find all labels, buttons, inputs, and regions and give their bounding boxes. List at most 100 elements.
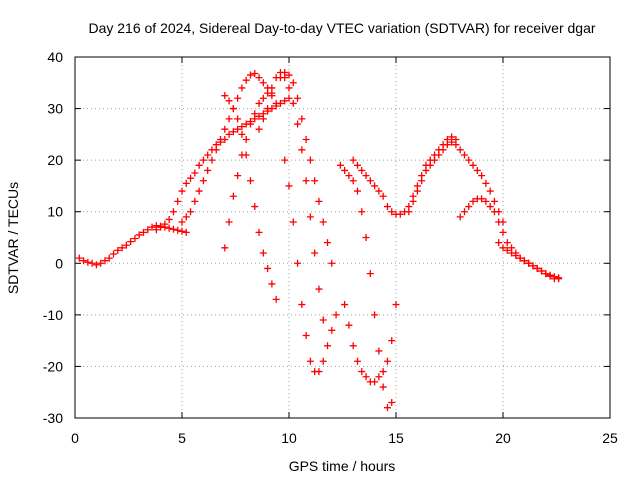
data-point [499, 244, 507, 252]
data-point [165, 224, 173, 232]
data-point [392, 301, 400, 309]
data-point [285, 84, 293, 92]
series-pass-4 [221, 92, 280, 303]
data-point [294, 94, 302, 102]
x-tick-label: 5 [178, 430, 186, 446]
data-point [229, 128, 237, 136]
data-point [319, 357, 327, 365]
data-point [469, 197, 477, 205]
data-point [396, 210, 404, 218]
data-point [383, 404, 391, 412]
data-point [225, 97, 233, 105]
data-point [272, 99, 280, 107]
series-pass-13 [456, 195, 563, 282]
data-point [255, 112, 263, 120]
plot-frame [74, 56, 611, 419]
data-point [191, 197, 199, 205]
data-point [478, 172, 486, 180]
data-point [127, 238, 135, 246]
data-point [495, 218, 503, 226]
data-point [195, 187, 203, 195]
y-tick-label: 20 [47, 152, 63, 168]
data-point [174, 226, 182, 234]
chart-title: Day 216 of 2024, Sidereal Day-to-day VTE… [88, 20, 595, 36]
x-tick-label: 20 [495, 430, 511, 446]
data-point [456, 213, 464, 221]
data-point [246, 177, 254, 185]
series-pass-12 [405, 138, 507, 226]
data-point [97, 259, 105, 267]
data-point [264, 105, 272, 113]
data-point [187, 174, 195, 182]
data-point [208, 156, 216, 164]
data-point [443, 141, 451, 149]
data-point [80, 257, 88, 265]
data-point [332, 311, 340, 319]
data-point [324, 342, 332, 350]
data-point [88, 259, 96, 267]
data-point [178, 218, 186, 226]
data-point [272, 295, 280, 303]
x-tick-label: 0 [71, 430, 79, 446]
data-point [161, 220, 169, 228]
data-point [512, 252, 520, 260]
data-point [324, 239, 332, 247]
data-point [478, 195, 486, 203]
data-point [328, 259, 336, 267]
series-pass-1 [75, 222, 190, 269]
data-point [242, 76, 250, 84]
x-axis-label: GPS time / hours [289, 458, 396, 474]
data-point [353, 357, 361, 365]
y-tick-label: 40 [47, 49, 63, 65]
data-point [349, 342, 357, 350]
data-point [375, 373, 383, 381]
data-point [533, 264, 541, 272]
y-tick-label: 10 [47, 204, 63, 220]
series-pass-6 [255, 68, 327, 324]
data-point [319, 218, 327, 226]
data-point [366, 270, 374, 278]
data-point [435, 151, 443, 159]
data-point [302, 136, 310, 144]
data-point [285, 94, 293, 102]
data-point [294, 259, 302, 267]
data-point [276, 74, 284, 82]
data-point [328, 326, 336, 334]
data-point [503, 239, 511, 247]
data-point [225, 218, 233, 226]
data-point [405, 208, 413, 216]
data-point [152, 226, 160, 234]
data-point [199, 156, 207, 164]
data-point [362, 373, 370, 381]
data-point [358, 368, 366, 376]
x-tick-labels: 0 5 10 15 20 25 [71, 430, 618, 446]
data-point [499, 228, 507, 236]
data-point [319, 316, 327, 324]
data-point [221, 92, 229, 100]
data-point [178, 187, 186, 195]
data-point [490, 208, 498, 216]
data-point [118, 244, 126, 252]
data-point [238, 84, 246, 92]
data-point [238, 123, 246, 131]
data-point [345, 321, 353, 329]
data-point [169, 225, 177, 233]
data-point [75, 254, 83, 262]
data-point [234, 172, 242, 180]
data-point [490, 197, 498, 205]
y-tick-label: -20 [43, 358, 63, 374]
data-point [182, 228, 190, 236]
data-point [448, 138, 456, 146]
data-point [204, 166, 212, 174]
data-point [520, 257, 528, 265]
data-point [379, 368, 387, 376]
data-point [482, 197, 490, 205]
data-point [178, 227, 186, 235]
data-point [255, 74, 263, 82]
data-point [426, 161, 434, 169]
data-point [92, 261, 100, 269]
data-point [366, 177, 374, 185]
series-pass-10 [341, 301, 400, 386]
data-point [242, 136, 250, 144]
data-point [388, 399, 396, 407]
